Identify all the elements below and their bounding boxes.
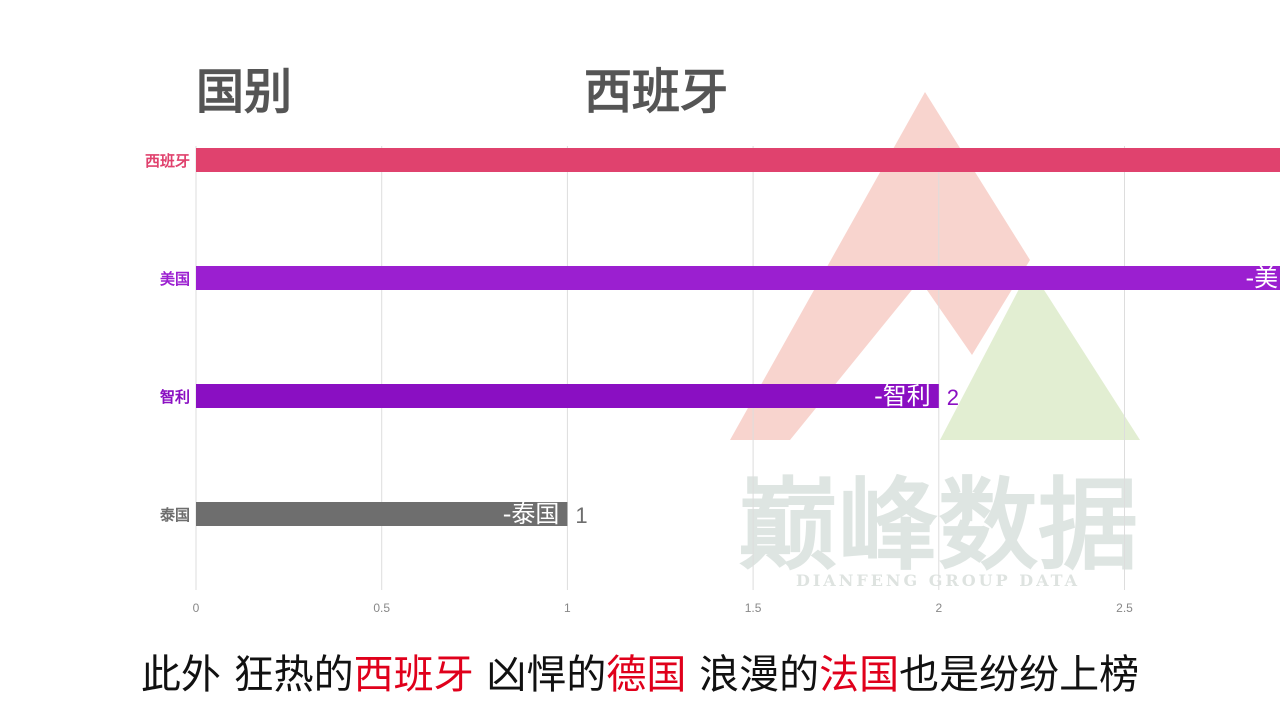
x-tick-label: 0.5 (373, 601, 390, 615)
bar-inner-label: -智利 (874, 382, 931, 410)
category-label: 西班牙 (145, 152, 190, 170)
x-tick-label: 1.5 (745, 601, 762, 615)
caption-part-3: 浪漫的 (686, 652, 820, 698)
x-tick-label: 2 (935, 601, 942, 615)
x-tick-label: 0 (193, 601, 200, 615)
category-label: 泰国 (159, 506, 190, 524)
bar (196, 502, 568, 526)
bar (196, 148, 1280, 172)
bar-inner-label: -泰国 (503, 500, 560, 528)
caption-part-1: 此外 狂热的 (140, 652, 354, 698)
watermark-green-peak (940, 268, 1140, 440)
watermark-text: 巅峰数据 (738, 466, 1138, 584)
watermark-subtext: DIANFENG GROUP DATA (796, 571, 1080, 590)
caption-part-4: 也是纷纷上榜 (899, 652, 1140, 698)
value-label: 1 (575, 503, 587, 528)
bar-chart: 00.511.522.533.544.55西班牙-西班牙4美国-美国3智利-智利… (145, 146, 1280, 615)
caption-highlight-spain: 西班牙 (353, 652, 474, 698)
x-tick-label: 1 (564, 601, 571, 615)
bar-inner-label: -美国 (1246, 264, 1280, 292)
caption-highlight-germany: 德国 (606, 652, 687, 698)
value-label: 2 (947, 385, 959, 410)
caption-part-2: 凶悍的 (473, 652, 607, 698)
caption-highlight-france: 法国 (819, 652, 900, 698)
subtitle-caption: 此外 狂热的西班牙 凶悍的德国 浪漫的法国也是纷纷上榜 (0, 642, 1280, 700)
x-tick-label: 2.5 (1116, 601, 1133, 615)
bar (196, 266, 1280, 290)
current-leader-label: 西班牙 (584, 64, 729, 120)
category-label: 智利 (160, 388, 190, 406)
bar (196, 384, 939, 408)
category-label: 美国 (160, 270, 190, 288)
category-header: 国别 (196, 64, 293, 120)
